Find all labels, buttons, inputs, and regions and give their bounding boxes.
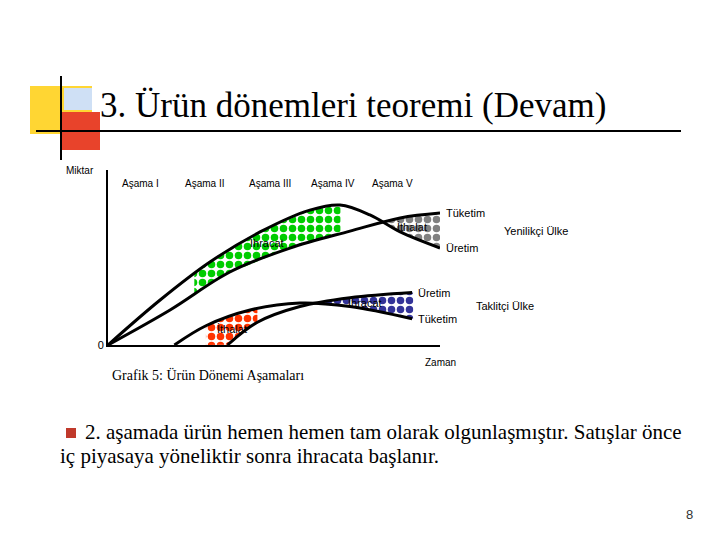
svg-text:Aşama I: Aşama I: [122, 178, 159, 189]
svg-text:Yenilikçi Ülke: Yenilikçi Ülke: [504, 225, 568, 237]
svg-text:Üretim: Üretim: [446, 242, 478, 254]
html-text:8: 8: [686, 507, 694, 522]
svg-text:0: 0: [98, 339, 104, 351]
svg-text:Aşama III: Aşama III: [249, 178, 291, 189]
svg-text:Üretim: Üretim: [418, 287, 450, 299]
svg-text:Tüketim: Tüketim: [446, 207, 485, 219]
svg-text:Aşama IV: Aşama IV: [311, 178, 355, 189]
svg-text:Aşama II: Aşama II: [185, 178, 224, 189]
svg-text:İthalat: İthalat: [397, 221, 427, 233]
svg-text:Taklitçi Ülke: Taklitçi Ülke: [476, 300, 534, 312]
svg-text:İhracat: İhracat: [348, 297, 382, 309]
svg-text:Tüketim: Tüketim: [418, 313, 457, 325]
svg-text:İhracat: İhracat: [250, 237, 284, 249]
svg-text:Aşama V: Aşama V: [372, 178, 413, 189]
html-text:Grafik 5: Ürün Dönemi Aşamalar: Grafik 5: Ürün Dönemi Aşamaları: [112, 368, 305, 383]
svg-text:Miktar: Miktar: [66, 165, 94, 176]
html-text:3. Ürün dönemleri teoremi (Dev: 3. Ürün dönemleri teoremi (Devam): [100, 86, 607, 125]
svg-text:İthalat: İthalat: [217, 323, 247, 335]
svg-text:Zaman: Zaman: [425, 357, 456, 368]
html-text:2. aşamada ürün hemen hemen ta: 2. aşamada ürün hemen hemen tam olarak o…: [60, 420, 682, 468]
